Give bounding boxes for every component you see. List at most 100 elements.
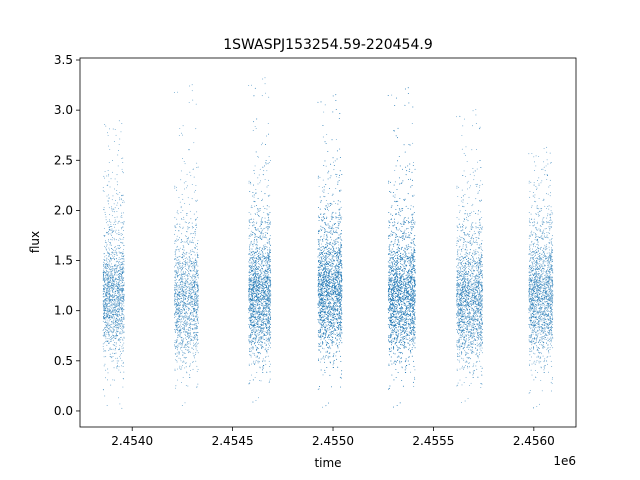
data-point <box>186 291 187 292</box>
data-point <box>114 217 115 218</box>
data-point <box>194 252 195 253</box>
data-point <box>261 278 262 279</box>
data-point <box>112 299 113 300</box>
data-point <box>119 285 120 286</box>
data-point <box>109 301 110 302</box>
data-point <box>115 286 116 287</box>
data-point <box>264 331 265 332</box>
data-point <box>263 253 264 254</box>
data-point <box>121 337 122 338</box>
data-point <box>259 208 260 209</box>
data-point <box>110 299 111 300</box>
data-point <box>263 358 264 359</box>
data-point <box>119 299 120 300</box>
data-point <box>177 353 178 354</box>
data-point <box>114 322 115 323</box>
data-point <box>269 321 270 322</box>
data-point <box>190 258 191 259</box>
data-point <box>185 323 186 324</box>
data-point <box>260 338 261 339</box>
data-point <box>186 372 187 373</box>
data-point <box>189 266 190 267</box>
data-point <box>195 310 196 311</box>
data-point <box>177 362 178 363</box>
data-point <box>191 283 192 284</box>
data-point <box>112 232 113 233</box>
data-point <box>178 319 179 320</box>
data-point <box>119 139 120 140</box>
data-point <box>253 261 254 262</box>
data-point <box>181 332 182 333</box>
data-point <box>108 293 109 294</box>
data-point <box>262 271 263 272</box>
data-point <box>178 308 179 309</box>
data-point <box>117 299 118 300</box>
data-point <box>112 316 113 317</box>
data-point <box>263 295 264 296</box>
data-point <box>122 345 123 346</box>
data-point <box>269 249 270 250</box>
data-point <box>194 300 195 301</box>
data-point <box>177 339 178 340</box>
data-point <box>182 295 183 296</box>
data-point <box>115 221 116 222</box>
data-point <box>115 348 116 349</box>
data-point <box>103 343 104 344</box>
data-point <box>120 265 121 266</box>
data-point <box>249 294 250 295</box>
data-point <box>107 275 108 276</box>
data-point <box>105 341 106 342</box>
data-point <box>264 310 265 311</box>
data-point <box>189 327 190 328</box>
data-point <box>195 328 196 329</box>
data-point <box>194 304 195 305</box>
data-point <box>191 242 192 243</box>
data-point <box>257 357 258 358</box>
data-point <box>177 240 178 241</box>
data-point <box>184 182 185 183</box>
data-point <box>270 250 271 251</box>
data-point <box>254 274 255 275</box>
data-point <box>193 361 194 362</box>
data-point <box>119 284 120 285</box>
data-point <box>177 212 178 213</box>
data-point <box>180 304 181 305</box>
data-point <box>185 334 186 335</box>
data-point <box>253 361 254 362</box>
data-point <box>113 311 114 312</box>
data-point <box>124 268 125 269</box>
data-point <box>103 271 104 272</box>
data-point <box>118 288 119 289</box>
data-point <box>121 131 122 132</box>
data-point <box>190 328 191 329</box>
data-point <box>111 278 112 279</box>
data-point <box>104 246 105 247</box>
data-point <box>122 331 123 332</box>
data-point <box>191 242 192 243</box>
data-point <box>186 269 187 270</box>
data-point <box>180 321 181 322</box>
data-point <box>185 313 186 314</box>
data-point <box>176 308 177 309</box>
data-point <box>118 311 119 312</box>
data-point <box>111 327 112 328</box>
data-point <box>122 296 123 297</box>
data-point <box>120 216 121 217</box>
data-point <box>195 185 196 186</box>
data-point <box>181 170 182 171</box>
data-point <box>188 223 189 224</box>
data-point <box>118 221 119 222</box>
data-point <box>268 347 269 348</box>
data-point <box>190 313 191 314</box>
data-point <box>119 302 120 303</box>
data-point <box>263 289 264 290</box>
data-point <box>113 281 114 282</box>
data-point <box>268 274 269 275</box>
data-point <box>256 335 257 336</box>
data-point <box>124 338 125 339</box>
data-point <box>196 211 197 212</box>
data-point <box>183 300 184 301</box>
data-point <box>188 227 189 228</box>
data-point <box>256 400 257 401</box>
data-point <box>195 220 196 221</box>
